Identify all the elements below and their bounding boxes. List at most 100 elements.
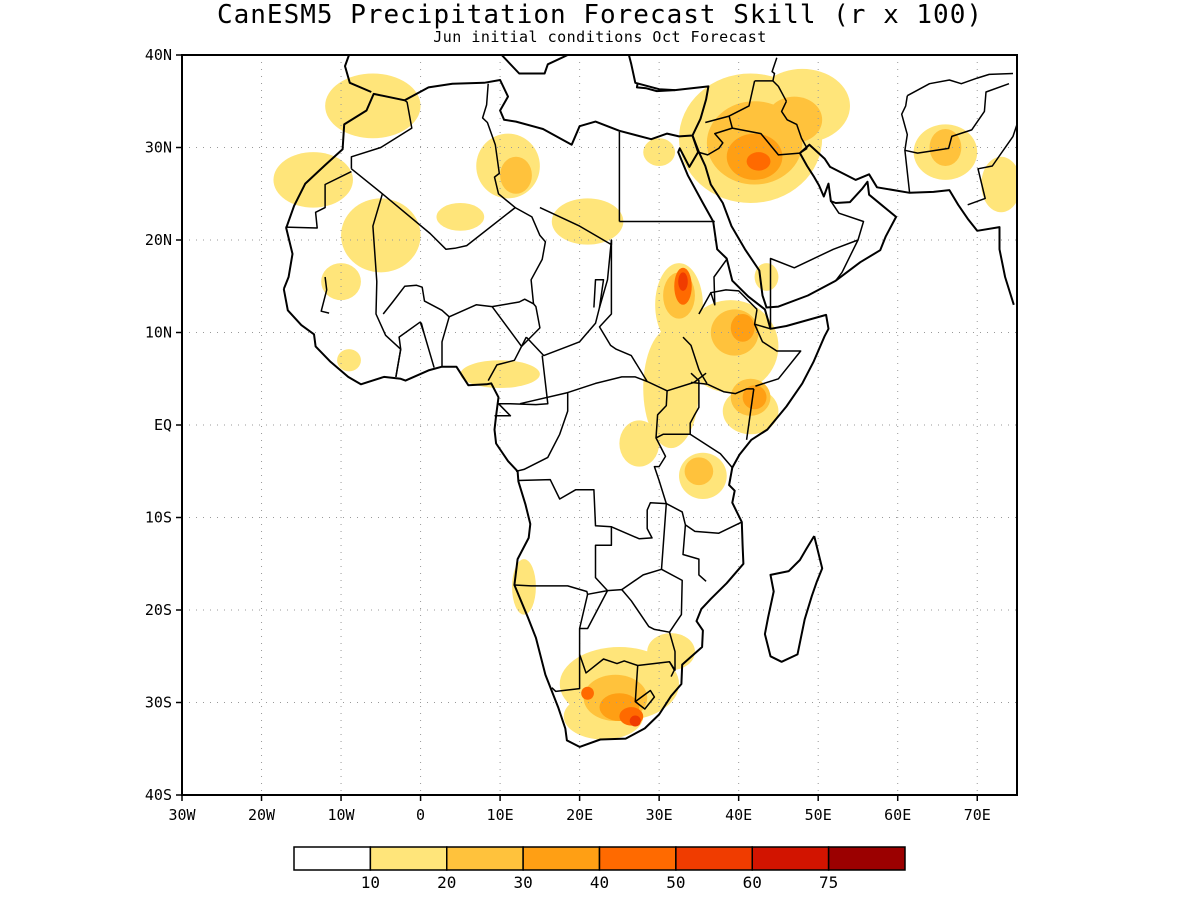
country-border: [487, 336, 527, 381]
country-border: [653, 437, 668, 504]
skill-region-level-1: [460, 360, 540, 388]
skill-region-level-1: [512, 559, 536, 615]
y-tick-label: 20S: [145, 601, 172, 619]
skill-region-level-1: [337, 349, 361, 372]
skill-region-level-2: [766, 96, 823, 143]
country-border: [835, 239, 859, 282]
skill-contours: [273, 68, 1017, 740]
country-border: [593, 279, 605, 308]
coastline: [282, 135, 830, 748]
skill-region-level-1: [619, 420, 660, 467]
y-tick-label: 10N: [145, 324, 172, 342]
country-border: [551, 594, 589, 693]
country-border: [665, 502, 707, 582]
country-border: [598, 240, 707, 392]
axes: 30W 20W 10W 0 10E 20E 30E 40E 50E 60E 70E 40N 30N 20N…: [145, 46, 991, 824]
country-border: [579, 588, 670, 633]
skill-region-level-2: [500, 156, 532, 194]
y-tick-label: 20N: [145, 231, 172, 249]
country-border: [710, 289, 758, 310]
coastline: [344, 55, 372, 93]
colorbar-label: 10: [361, 873, 380, 892]
coastline: [763, 535, 824, 663]
x-tick-label: 20W: [248, 806, 276, 824]
colorbar-swatch: [446, 846, 524, 871]
coastline: [635, 82, 676, 93]
colorbar-swatch: [675, 846, 753, 871]
country-border: [697, 115, 734, 156]
country-border: [754, 57, 778, 82]
skill-region-level-5: [629, 715, 641, 727]
colorbar-label: 60: [743, 873, 762, 892]
country-border: [753, 323, 802, 387]
skill-region-level-1: [321, 263, 361, 301]
x-tick-label: 0: [416, 806, 425, 824]
country-border: [900, 95, 911, 193]
colorbar-swatch: [293, 846, 372, 871]
x-tick-label: 40E: [725, 806, 752, 824]
skill-region-level-5: [678, 272, 688, 291]
country-border: [689, 433, 733, 469]
country-border: [441, 316, 450, 367]
country-outlines: [282, 55, 1017, 748]
y-tick-label: 30S: [145, 694, 172, 712]
skill-region-level-3: [730, 314, 755, 342]
country-border: [395, 321, 425, 378]
colorbar-swatch: [369, 846, 448, 871]
skill-region-level-1: [981, 156, 1017, 213]
country-border: [728, 80, 756, 117]
x-tick-label: 60E: [884, 806, 911, 824]
colorbar-swatch: [827, 846, 906, 871]
country-border: [745, 388, 755, 440]
colorbar-label: 75: [819, 873, 838, 892]
country-border: [682, 336, 708, 384]
y-tick-label: 30N: [145, 139, 172, 157]
skill-region-level-4: [746, 152, 771, 171]
country-border: [491, 303, 541, 348]
country-border: [567, 376, 648, 394]
country-border: [514, 478, 613, 596]
y-tick-label: 40S: [145, 786, 172, 804]
country-border: [967, 124, 1017, 206]
country-border: [904, 82, 1010, 154]
y-tick-label: 40N: [145, 46, 172, 64]
x-tick-label: 50E: [805, 806, 832, 824]
x-tick-label: 10E: [487, 806, 514, 824]
colorbar: 10 20 30 40 50 60 75: [293, 846, 906, 892]
colorbar-swatch: [522, 846, 601, 871]
colorbar-label: 30: [513, 873, 532, 892]
colorbar-label: 40: [590, 873, 609, 892]
x-tick-label: 10W: [328, 806, 356, 824]
skill-region-level-1: [647, 633, 695, 671]
country-border: [350, 99, 413, 169]
country-border: [578, 568, 683, 674]
skill-region-level-1: [273, 152, 353, 208]
skill-region-level-1: [643, 138, 676, 166]
coastline: [691, 135, 1015, 309]
country-border: [634, 665, 656, 710]
coastline: [500, 55, 569, 75]
colorbar-label: 50: [666, 873, 685, 892]
skill-region-level-4: [581, 686, 594, 700]
country-border: [698, 258, 728, 315]
colorbar-swatch: [598, 846, 677, 871]
x-tick-label: 20E: [566, 806, 593, 824]
country-border: [494, 355, 549, 417]
country-border: [772, 80, 788, 102]
skill-region-level-1: [436, 203, 485, 231]
country-border: [906, 72, 1014, 97]
country-border: [320, 276, 330, 314]
x-tick-label: 30E: [646, 806, 673, 824]
country-border: [611, 501, 668, 570]
skill-region-level-3: [742, 385, 767, 410]
colorbar-label: 20: [437, 873, 456, 892]
skill-region-level-1: [551, 198, 624, 245]
country-border: [732, 127, 808, 156]
coastline: [282, 55, 710, 290]
country-border: [690, 381, 754, 395]
y-tick-label: EQ: [154, 416, 172, 434]
country-border: [684, 521, 743, 534]
map-subtitle: Jun initial conditions Oct Forecast: [433, 28, 767, 46]
country-border: [350, 83, 516, 251]
